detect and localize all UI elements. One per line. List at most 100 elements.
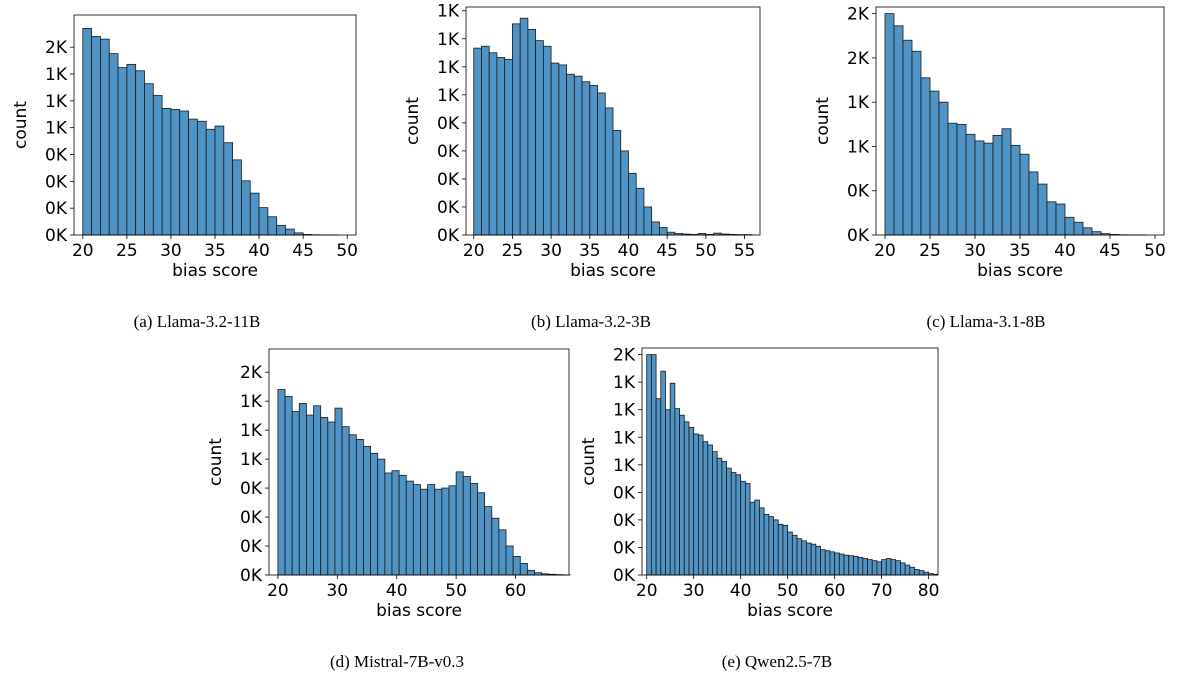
histogram-bar	[914, 569, 920, 576]
histogram-bar	[188, 118, 198, 236]
y-tick-label: 1K	[240, 450, 263, 470]
histogram-bar	[829, 551, 836, 576]
histogram-bar	[773, 519, 779, 576]
histogram-bar	[313, 405, 322, 576]
histogram-bar	[890, 559, 897, 576]
histogram-bar	[91, 36, 101, 236]
histogram-bar	[983, 142, 994, 236]
histogram-bar	[448, 485, 457, 576]
y-tick-label: 2K	[240, 363, 263, 383]
histogram-bar	[900, 562, 906, 576]
histogram-bar	[881, 559, 887, 576]
histogram-bar	[612, 129, 622, 236]
histogram-bar	[763, 513, 770, 576]
histogram-bar	[434, 488, 443, 576]
histogram-bar	[707, 444, 713, 576]
histogram-bar	[834, 552, 840, 576]
x-tick-label: 30	[326, 581, 348, 601]
x-tick-label: 40	[618, 241, 640, 261]
plot-frame	[465, 6, 761, 236]
y-tick-label: 1K	[437, 2, 460, 22]
histogram-bar	[1028, 171, 1039, 236]
histogram-bar	[170, 109, 181, 236]
histogram-bar	[341, 426, 350, 576]
x-tick-label: 60	[824, 581, 846, 601]
bars	[646, 354, 939, 576]
x-tick-label: 20	[267, 581, 289, 601]
y-tick-label: 1K	[45, 65, 68, 85]
histogram-bar	[412, 484, 421, 576]
y-tick-label: 2K	[45, 38, 68, 58]
histogram-bar	[1046, 201, 1057, 236]
histogram-bar	[519, 563, 528, 576]
y-tick-label: 0K	[613, 538, 636, 558]
histogram-bar	[223, 142, 234, 236]
histogram-bar	[992, 134, 1003, 236]
histogram-bar	[284, 396, 293, 576]
histogram-bar	[527, 29, 537, 236]
histogram-bar	[498, 529, 507, 576]
x-tick-label: 50	[1144, 241, 1166, 261]
histogram-bar	[126, 63, 137, 236]
y-tick-label: 1K	[45, 119, 68, 139]
histogram-bar	[853, 555, 859, 576]
x-tick-label: 20	[874, 241, 896, 261]
histogram-bar	[628, 172, 637, 236]
histogram-bar	[117, 67, 128, 236]
y-tick-label: 1K	[240, 392, 263, 412]
histogram-bar	[893, 25, 904, 236]
x-tick-label: 80	[918, 581, 940, 601]
histogram-bar	[152, 95, 163, 236]
histogram-bar	[384, 472, 393, 576]
histogram-bar	[884, 13, 895, 236]
y-tick-label: 1K	[437, 86, 460, 106]
y-tick-label: 1K	[847, 137, 870, 157]
y-axis-label: count	[403, 97, 423, 145]
histogram-bar	[848, 555, 854, 576]
y-tick-label: 0K	[240, 508, 263, 528]
histogram-bar	[363, 445, 371, 576]
x-axis-label: bias score	[570, 261, 656, 281]
chart-panel-d: 20 30 40 50 60 0K 0K 0K 0K 1K 1K 1K 2K bias score coun…	[200, 340, 594, 678]
y-tick-label: 0K	[437, 198, 460, 218]
y-tick-label: 0K	[847, 226, 870, 246]
histogram-bar	[427, 484, 436, 576]
histogram-bar	[469, 483, 478, 576]
histogram-bar	[801, 540, 807, 576]
caption-c: (c) Llama-3.1-8B	[926, 312, 1046, 331]
caption-e: (e) Qwen2.5-7B	[721, 652, 833, 671]
histogram-bar	[782, 525, 789, 576]
x-tick-label: 30	[964, 241, 986, 261]
histogram-bar	[398, 474, 407, 576]
histogram-bar	[843, 554, 850, 576]
histogram-bar	[635, 187, 645, 236]
histogram-bar	[320, 416, 329, 576]
histogram-bar	[679, 414, 685, 576]
histogram-bar	[867, 559, 873, 576]
histogram-bar	[650, 354, 657, 576]
y-tick-label: 2K	[847, 5, 870, 25]
x-tick-label: 20	[636, 581, 658, 601]
histogram-bar	[669, 382, 676, 576]
histogram-bar	[929, 90, 940, 236]
caption-d: (d) Mistral-7B-v0.3	[329, 652, 465, 671]
histogram-bar	[904, 564, 911, 576]
histogram-bar	[1037, 183, 1048, 236]
y-tick-label: 0K	[613, 483, 636, 503]
x-tick-label: 50	[336, 241, 358, 261]
x-axis-label: bias score	[376, 601, 462, 621]
histogram-bar	[258, 207, 269, 236]
histogram-bar	[291, 411, 300, 576]
histogram-bar	[604, 107, 614, 236]
histogram-bar	[806, 542, 812, 576]
x-axis-label: bias score	[172, 261, 258, 281]
histogram-bar	[355, 439, 364, 576]
histogram-bar	[491, 517, 500, 576]
histogram-bar	[527, 569, 535, 576]
histogram-bar	[787, 531, 793, 576]
histogram-bar	[721, 461, 727, 576]
histogram-bar	[144, 83, 154, 236]
histogram-bar	[348, 434, 357, 576]
histogram-bar	[277, 389, 286, 576]
y-tick-label: 0K	[240, 566, 263, 586]
